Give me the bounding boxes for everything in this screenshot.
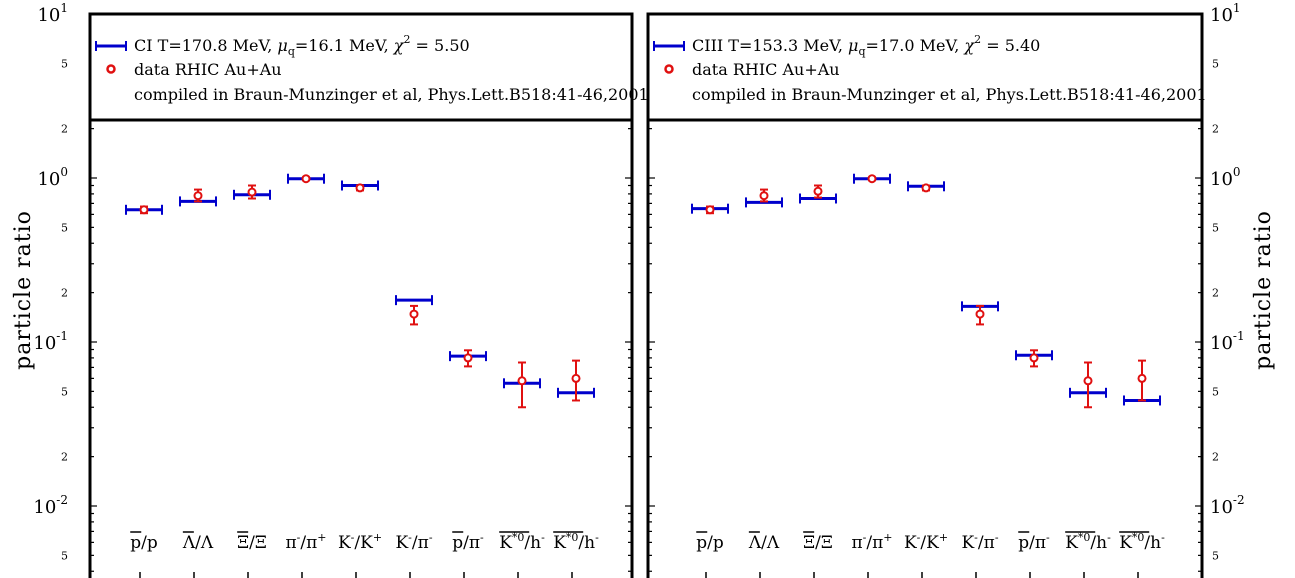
- right-ytick-label-minor: 5: [1212, 549, 1219, 562]
- right-category-label: π-/π+: [851, 531, 892, 553]
- right-ytick-label-minor: 2: [1212, 451, 1219, 464]
- right-data-point: [867, 174, 877, 184]
- left-data-point: [139, 205, 149, 215]
- left-data-point: [517, 376, 527, 386]
- right-data-point: [1029, 353, 1039, 363]
- left-data-point: [247, 187, 257, 197]
- left-ytick-label-decade: 10-1: [33, 329, 68, 354]
- right-legend-reference: compiled in Braun-Munzinger et al, Phys.…: [692, 85, 1207, 104]
- left-category-label: K*0/h-: [499, 531, 545, 553]
- left-legend-model-label: CI T=170.8 MeV, μq=16.1 MeV, χ2 = 5.50: [134, 33, 470, 58]
- left-data-point: [193, 191, 203, 201]
- right-category-label: p/π-: [1018, 531, 1050, 553]
- right-category-label: Λ/Λ: [748, 533, 780, 553]
- left-ytick-label-minor: 2: [61, 123, 68, 136]
- left-legend-reference: compiled in Braun-Munzinger et al, Phys.…: [134, 85, 649, 104]
- left-category-label: p/p: [130, 533, 158, 553]
- left-category-label: K-/π-: [395, 531, 432, 553]
- left-ytick-label-decade: 101: [37, 1, 68, 26]
- left-legend: CI T=170.8 MeV, μq=16.1 MeV, χ2 = 5.50 da…: [88, 12, 649, 122]
- left-ytick-label-minor: 5: [61, 549, 68, 562]
- left-data-point: [571, 373, 581, 383]
- right-ytick-label-decade: 101: [1210, 1, 1241, 26]
- left-ytick-label-minor: 5: [61, 221, 68, 234]
- left-category-label: π-/π+: [285, 531, 326, 553]
- right-data-point: [1083, 376, 1093, 386]
- right-ytick-label-minor: 5: [1212, 385, 1219, 398]
- right-ytick-label-minor: 5: [1212, 221, 1219, 234]
- right-data-point: [975, 309, 985, 319]
- right-data-point: [1137, 373, 1147, 383]
- left-data-point: [355, 183, 365, 193]
- right-category-label: K*0/h-: [1065, 531, 1111, 553]
- left-data-point: [301, 174, 311, 184]
- left-ytick-label-minor: 5: [61, 385, 68, 398]
- right-category-label: K*0/h-: [1119, 531, 1165, 553]
- left-legend-box: [88, 12, 634, 122]
- left-data-point: [409, 309, 419, 319]
- left-data-point: [463, 353, 473, 363]
- left-category-label: Ξ/Ξ: [237, 533, 267, 553]
- right-category-label: p/p: [696, 533, 724, 553]
- left-category-label: Λ/Λ: [182, 533, 214, 553]
- right-category-label: K-/K+: [904, 531, 948, 553]
- right-ytick-label-minor: 2: [1212, 287, 1219, 300]
- left-legend-data-marker: [106, 64, 116, 74]
- y-axis-title-left: particle ratio: [11, 210, 36, 370]
- right-data-point: [759, 191, 769, 201]
- right-category-label: K-/π-: [961, 531, 998, 553]
- right-ytick-label-decade: 10-2: [1210, 493, 1245, 518]
- right-ytick-label-minor: 5: [1212, 57, 1219, 70]
- y-axis-title-right: particle ratio: [1251, 210, 1276, 370]
- left-ytick-label-decade: 10-2: [33, 493, 68, 518]
- left-ytick-label-minor: 2: [61, 287, 68, 300]
- right-data-point: [921, 183, 931, 193]
- right-data-point: [705, 205, 715, 215]
- left-legend-data-label: data RHIC Au+Au: [134, 60, 282, 79]
- axis-titles: particle ratio particle ratio: [11, 210, 1276, 370]
- left-ytick-label-decade: 100: [37, 165, 68, 190]
- right-data-point: [813, 186, 823, 196]
- left-category-label: K*0/h-: [553, 531, 599, 553]
- right-ytick-label-decade: 10-1: [1210, 329, 1245, 354]
- left-ytick-label-minor: 2: [61, 451, 68, 464]
- right-legend-data-marker: [664, 64, 674, 74]
- right-ytick-label-minor: 2: [1212, 123, 1219, 136]
- left-ytick-label-minor: 5: [61, 57, 68, 70]
- right-panel: 101 5 2 100 5 2 10-1 5 2 10-2 5 p/p Λ/Λ Ξ/Ξ π-/π+ K-/K+…: [646, 1, 1245, 578]
- left-panel: 101 5 2 100 5 2 10-1 5 2 10-2 5 p/p Λ/Λ Ξ/Ξ π-/π+ K-/K+…: [33, 1, 649, 578]
- right-legend-model-label: CIII T=153.3 MeV, μq=17.0 MeV, χ2 = 5.40: [692, 33, 1040, 58]
- right-legend: CIII T=153.3 MeV, μq=17.0 MeV, χ2 = 5.40…: [646, 12, 1207, 122]
- right-legend-data-label: data RHIC Au+Au: [692, 60, 840, 79]
- right-legend-box: [646, 12, 1204, 122]
- left-category-label: p/π-: [452, 531, 484, 553]
- left-category-label: K-/K+: [338, 531, 382, 553]
- right-category-label: Ξ/Ξ: [803, 533, 833, 553]
- right-ytick-label-decade: 100: [1210, 165, 1241, 190]
